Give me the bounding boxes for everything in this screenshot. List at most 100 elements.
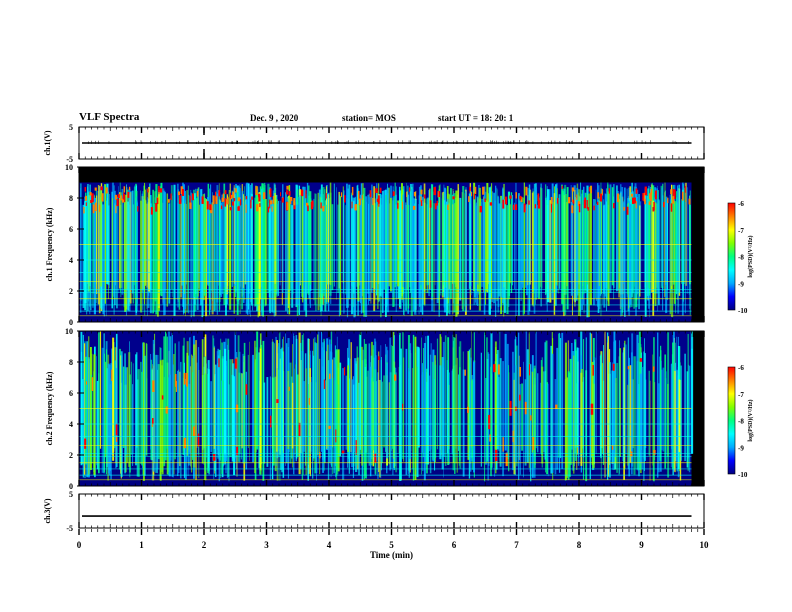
ch2-spectrogram-streak [103, 353, 105, 473]
ch2-spectrogram-streak [473, 362, 476, 473]
ch1-spectrogram-hotspot [524, 204, 526, 212]
ch2-spectrogram-streak [187, 381, 189, 477]
ch1-spectrogram-streak [402, 194, 405, 288]
ch1-spectrogram-streak [594, 199, 596, 299]
ch1-spectrogram-hotspot [181, 189, 184, 196]
ch1-spectrogram-streak [611, 187, 614, 286]
ch1-spectrogram-streak [574, 189, 576, 307]
ch2-spectrogram-streak [580, 368, 583, 455]
ch1-spectrogram-hotspot [123, 192, 125, 200]
ch1-spectrogram-streak [683, 187, 685, 284]
ch2-spectrogram-streak [429, 375, 431, 452]
ch1-spectrogram-streak [378, 201, 380, 303]
ch1-spectrogram-streak [468, 193, 471, 289]
ch1-spectrogram-streak [301, 196, 303, 297]
ch1-spectrogram-streak [317, 192, 320, 311]
ch2-spectrogram-streak [391, 345, 392, 451]
ch2-spectrogram-streak [619, 348, 621, 457]
ch2-spectrogram-streak [425, 336, 427, 465]
ch1-spectrogram-colorbar [727, 202, 736, 311]
ch1-spectrogram-hotspot [127, 192, 130, 198]
ch2-spectrogram-hotspot [653, 449, 656, 455]
ch1-spectrogram-hotspot [397, 202, 399, 209]
ch2-spectrogram-hotspot [151, 423, 153, 427]
ch2-spectrogram-streak [161, 365, 163, 472]
ch2-spectrogram-streak [348, 378, 350, 474]
ch2-spectrogram-streak [214, 374, 216, 471]
ch1-spectrogram-streak [527, 188, 530, 315]
ch1-spectrogram-hotspot [654, 190, 657, 200]
ch2-spectrogram-streak [283, 336, 284, 453]
ch1-spectrogram-hotspot [92, 204, 95, 214]
ch1-spectrogram-streak [512, 195, 514, 286]
ch2-spectrogram-hotspot [612, 363, 615, 371]
ch1-spectrogram-streak [368, 203, 370, 305]
ch1-spectrogram-hotspot [653, 201, 655, 211]
ch2-spectrogram-streak [526, 349, 529, 463]
ch2-spectrogram-ylabel: ch.2 Frequency (kHz) [45, 371, 54, 445]
ch2-spectrogram-streak [551, 353, 554, 474]
ch1-voltage-ytick-label: -5 [66, 155, 73, 164]
ch2-spectrogram-streak [212, 335, 214, 462]
ch1-spectrogram-streak [400, 200, 402, 309]
ch2-spectrogram-streak [528, 331, 530, 468]
ch1-spectrogram-streak [258, 192, 261, 317]
ch2-spectrogram-streak [279, 365, 281, 481]
ch1-spectrogram-streak [602, 189, 604, 305]
ch2-spectrogram-streak [498, 377, 500, 451]
ch2-spectrogram-ytick-label: 8 [69, 358, 73, 367]
ch1-spectrogram-streak [628, 201, 630, 302]
ch1-spectrogram-hotspot [644, 186, 647, 196]
ch2-spectrogram-ytick-label: 4 [69, 420, 73, 429]
ch2-spectrogram-hotspot [590, 403, 594, 415]
ch1-spectrogram-hotspot [245, 204, 247, 213]
ch1-spectrogram-streak [262, 183, 264, 317]
ch2-spectrogram-colorbar-label: log(PSD)(V²/Hz) [747, 399, 754, 441]
ch1-spectrogram-hotspot [567, 197, 571, 204]
ch2-spectrogram-streak [150, 359, 153, 460]
ch2-spectrogram-hotspot [91, 377, 94, 391]
ch1-spectrogram-hotspot [305, 202, 309, 207]
ch2-spectrogram-streak [607, 342, 608, 455]
ch1-spectrogram-ytick-label: 6 [69, 225, 73, 234]
ch2-spectrogram-streak [516, 345, 518, 467]
ch2-spectrogram-streak [263, 382, 266, 464]
ch1-spectrogram-hotspot [357, 190, 360, 200]
ch1-spectrogram-hotspot [222, 193, 225, 202]
ch1-spectrogram-streak [452, 204, 454, 315]
ch1-spectrogram-hotspot [406, 191, 408, 198]
ch2-spectrogram-streak [383, 375, 386, 448]
ch1-spectrogram-streak [570, 185, 572, 284]
ch2-spectrogram-streak [421, 363, 424, 453]
ch1-spectrogram-streak [656, 188, 658, 294]
ch2-spectrogram-hotspot [218, 358, 220, 368]
ch1-spectrogram-hotspot [597, 192, 600, 199]
ch1-spectrogram-streak [113, 190, 116, 286]
ch2-spectrogram-hotspot [212, 454, 216, 461]
ch1-spectrogram-streak [231, 190, 234, 287]
ch2-spectrogram-streak [629, 365, 632, 463]
ch1-spectrogram-streak [218, 199, 220, 312]
ch2-spectrogram-streak [276, 368, 279, 481]
ch1-spectrogram-hotspot [644, 198, 646, 205]
ch1-spectrogram-hotspot [433, 187, 437, 196]
date-label: Dec. 9 , 2020 [250, 113, 299, 123]
ch1-spectrogram-streak [392, 186, 394, 288]
ch2-spectrogram-streak [337, 384, 339, 475]
ch2-spectrogram-hotspot [639, 358, 642, 362]
ch1-spectrogram-streak [488, 201, 491, 314]
ch1-spectrogram-streak [199, 189, 202, 306]
ch1-spectrogram-hotspot [101, 193, 104, 202]
ch2-spectrogram-hotspot [183, 437, 186, 449]
ch1-spectrogram-streak [651, 183, 653, 289]
ch2-spectrogram-colorbar-tick: -10 [738, 471, 748, 479]
ch1-spectrogram-streak [534, 187, 537, 292]
ch1-spectrogram-hotspot [84, 187, 87, 192]
ch1-spectrogram-streak [169, 198, 171, 297]
ch2-spectrogram-streak [272, 338, 273, 450]
x-tick-label: 0 [77, 540, 82, 550]
ch2-spectrogram-streak [494, 341, 497, 460]
ch1-spectrogram-hotspot [688, 198, 691, 205]
ch1-spectrogram-hotspot [550, 197, 553, 205]
ch2-spectrogram-streak [308, 384, 310, 465]
